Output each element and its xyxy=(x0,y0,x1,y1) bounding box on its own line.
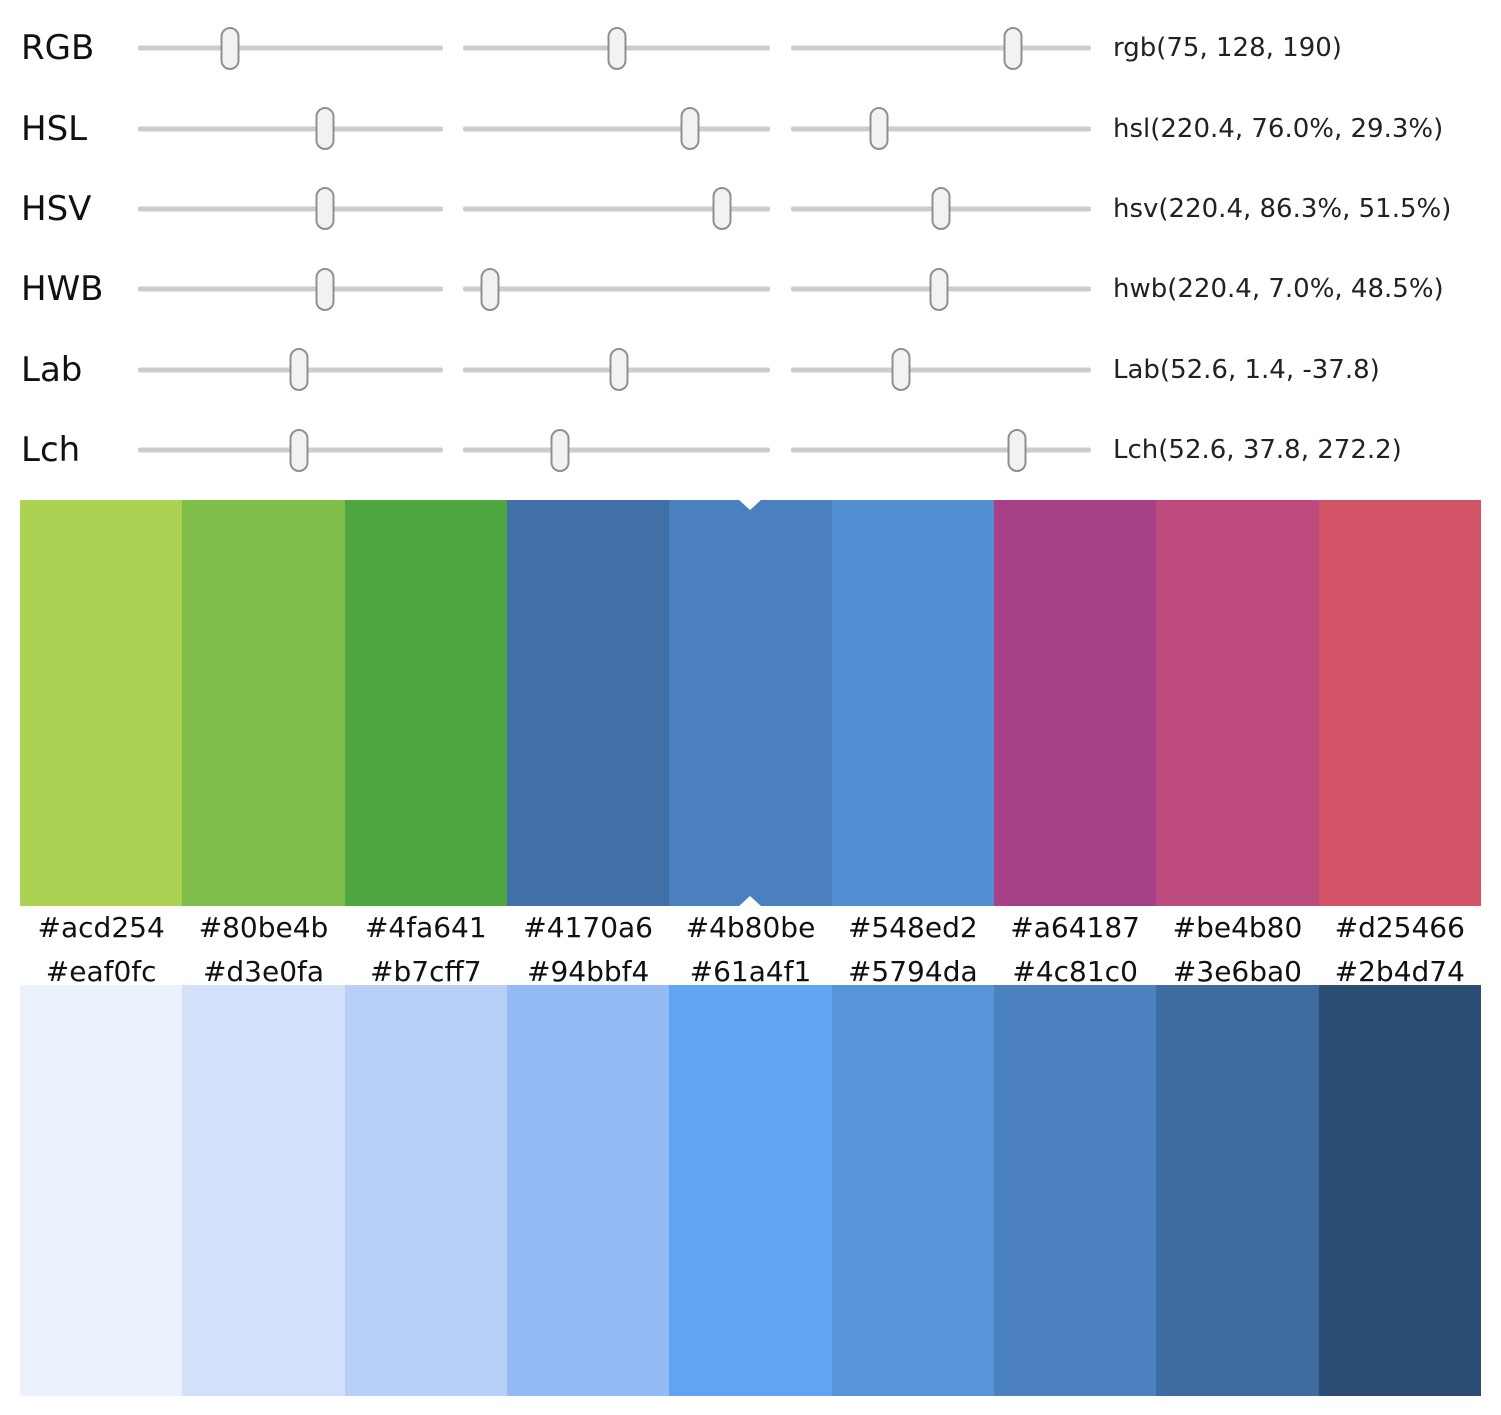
slider-row: Lch Lch(52.6, 37.8, 272.2) xyxy=(0,410,1501,490)
swatch-hex-label: #4c81c0 xyxy=(1012,955,1138,988)
slider-thumb[interactable] xyxy=(712,187,732,231)
slider-track[interactable] xyxy=(463,187,770,231)
slider-track[interactable] xyxy=(463,348,770,392)
slider-thumb[interactable] xyxy=(929,267,949,311)
swatch-hex-label: #acd254 xyxy=(37,911,165,944)
slider-row: HSL hsl(220.4, 76.0%, 29.3%) xyxy=(0,88,1501,168)
slider-row-label: HSL xyxy=(21,108,88,149)
slider-track[interactable] xyxy=(138,187,443,231)
swatch-hex-label: #a64187 xyxy=(1010,911,1140,944)
swatch-hex-label: #3e6ba0 xyxy=(1172,955,1302,988)
slider-row: RGB rgb(75, 128, 190) xyxy=(0,8,1501,88)
slider-row: Lab Lab(52.6, 1.4, -37.8) xyxy=(0,330,1501,410)
swatch-hex-label: #4b80be xyxy=(685,911,816,944)
palette-swatch[interactable] xyxy=(20,500,183,906)
slider-thumb[interactable] xyxy=(931,187,951,231)
slider-track[interactable] xyxy=(138,26,443,70)
palette-swatch[interactable] xyxy=(831,985,994,1396)
shade-palette xyxy=(20,985,1481,1396)
slider-thumb[interactable] xyxy=(289,348,309,392)
palette-swatch[interactable] xyxy=(20,985,183,1396)
palette-swatch[interactable] xyxy=(344,985,507,1396)
palette-swatch[interactable] xyxy=(1156,985,1319,1396)
slider-thumb[interactable] xyxy=(315,107,335,151)
swatch-hex-label: #94bbf4 xyxy=(526,955,650,988)
slider-thumb[interactable] xyxy=(480,267,500,311)
palette-swatch[interactable] xyxy=(344,500,507,906)
palette-swatch[interactable] xyxy=(506,985,670,1396)
slider-track[interactable] xyxy=(138,267,443,311)
slider-track[interactable] xyxy=(138,348,443,392)
color-value-label: Lch(52.6, 37.8, 272.2) xyxy=(1113,435,1402,466)
slider-track[interactable] xyxy=(791,107,1091,151)
palette-swatch[interactable] xyxy=(669,500,832,906)
slider-thumb[interactable] xyxy=(869,107,889,151)
color-value-label: hsv(220.4, 86.3%, 51.5%) xyxy=(1113,193,1452,224)
slider-thumb[interactable] xyxy=(680,107,700,151)
slider-track[interactable] xyxy=(138,107,443,151)
palette-swatch[interactable] xyxy=(1318,985,1481,1396)
slider-track[interactable] xyxy=(791,428,1091,472)
slider-thumb[interactable] xyxy=(1007,428,1027,472)
slider-row-label: RGB xyxy=(21,28,95,69)
palette-swatch[interactable] xyxy=(506,500,670,906)
slider-row-label: Lch xyxy=(21,430,81,471)
slider-row-label: HWB xyxy=(21,269,104,310)
slider-track[interactable] xyxy=(463,26,770,70)
palette-swatch[interactable] xyxy=(1156,500,1319,906)
hue-palette xyxy=(20,500,1481,906)
slider-panel: RGB rgb(75, 128, 190) HSL hsl(220.4, 76.… xyxy=(0,8,1501,490)
swatch-hex-label: #80be4b xyxy=(198,911,329,944)
slider-track[interactable] xyxy=(463,267,770,311)
slider-thumb[interactable] xyxy=(607,26,627,70)
swatch-hex-label: #548ed2 xyxy=(847,911,978,944)
color-value-label: rgb(75, 128, 190) xyxy=(1113,33,1342,64)
shade-palette-hex-labels: #eaf0fc #d3e0fa #b7cff7 #94bbf4 #61a4f1 #5794… xyxy=(20,951,1481,993)
color-value-label: hsl(220.4, 76.0%, 29.3%) xyxy=(1113,113,1444,144)
palette-swatch[interactable] xyxy=(993,500,1157,906)
slider-row: HSV hsv(220.4, 86.3%, 51.5%) xyxy=(0,169,1501,249)
slider-thumb[interactable] xyxy=(220,26,239,70)
swatch-hex-label: #4fa641 xyxy=(364,911,487,944)
swatch-hex-label: #be4b80 xyxy=(1172,911,1303,944)
color-value-label: Lab(52.6, 1.4, -37.8) xyxy=(1113,354,1380,385)
palette-swatch[interactable] xyxy=(669,985,832,1396)
color-value-label: hwb(220.4, 7.0%, 48.5%) xyxy=(1113,274,1444,305)
slider-track[interactable] xyxy=(791,26,1091,70)
slider-track[interactable] xyxy=(138,428,443,472)
slider-thumb[interactable] xyxy=(891,348,911,392)
palette-swatch[interactable] xyxy=(182,985,345,1396)
swatch-hex-label: #4170a6 xyxy=(523,911,653,944)
palette-swatch[interactable] xyxy=(1318,500,1481,906)
slider-track[interactable] xyxy=(463,428,770,472)
hue-palette-hex-labels: #acd254 #80be4b #4fa641 #4170a6 #4b80be #548e… xyxy=(20,907,1481,949)
slider-track[interactable] xyxy=(791,348,1091,392)
slider-track[interactable] xyxy=(463,107,770,151)
slider-track[interactable] xyxy=(791,267,1091,311)
slider-thumb[interactable] xyxy=(315,187,335,231)
swatch-hex-label: #5794da xyxy=(847,955,978,988)
swatch-hex-label: #b7cff7 xyxy=(370,955,482,988)
slider-thumb[interactable] xyxy=(289,428,309,472)
swatch-hex-label: #61a4f1 xyxy=(689,955,812,988)
swatch-hex-label: #eaf0fc xyxy=(45,955,157,988)
slider-track[interactable] xyxy=(791,187,1091,231)
swatch-hex-label: #2b4d74 xyxy=(1334,955,1465,988)
palette-swatch[interactable] xyxy=(182,500,345,906)
palette-swatch[interactable] xyxy=(993,985,1157,1396)
slider-row-label: HSV xyxy=(21,188,92,229)
swatch-hex-label: #d25466 xyxy=(1334,911,1465,944)
slider-row-label: Lab xyxy=(21,349,83,390)
slider-thumb[interactable] xyxy=(1003,26,1023,70)
slider-thumb[interactable] xyxy=(315,267,335,311)
slider-thumb[interactable] xyxy=(550,428,570,472)
slider-row: HWB hwb(220.4, 7.0%, 48.5%) xyxy=(0,249,1501,329)
swatch-hex-label: #d3e0fa xyxy=(202,955,325,988)
palette-swatch[interactable] xyxy=(831,500,994,906)
slider-thumb[interactable] xyxy=(609,348,629,392)
